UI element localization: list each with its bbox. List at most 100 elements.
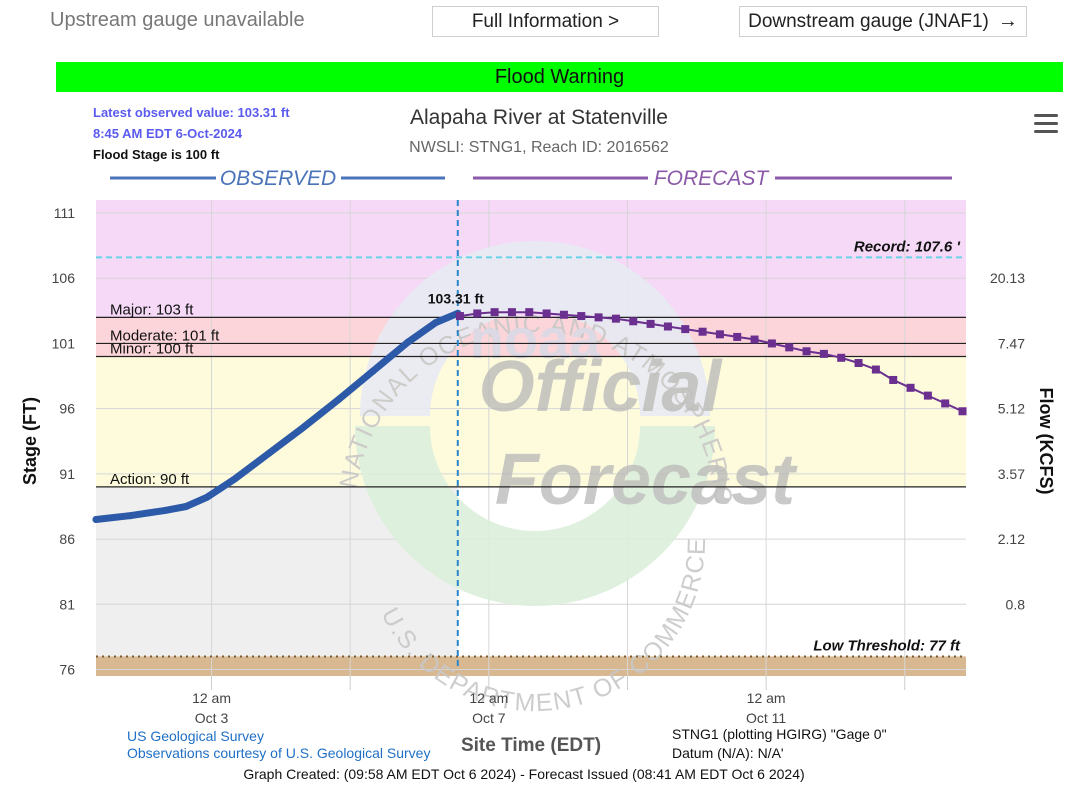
observed-point: [92, 516, 100, 524]
forecast-point: [681, 325, 690, 334]
hydrograph-chart: NATIONAL OCEANIC AND ATMOSPHERIC ADMINIS…: [0, 74, 1068, 793]
threshold-label-moderate: Moderate: 101 ft: [110, 327, 220, 344]
y2-axis-label: Flow (KCFS): [1036, 388, 1056, 495]
forecast-point: [837, 353, 846, 362]
latest-observed-value: Latest observed value: 103.31 ft: [93, 105, 290, 120]
threshold-label-minor: Minor: 100 ft: [110, 340, 194, 357]
forecast-point: [767, 339, 776, 348]
watermark-bottom-shape: [355, 426, 715, 606]
low-threshold-label: Low Threshold: 77 ft: [813, 637, 961, 654]
y2-tick-label: 7.47: [998, 335, 1025, 351]
y-tick-label: 76: [59, 661, 75, 677]
forecast-point: [577, 312, 586, 321]
y-tick-label: 86: [59, 531, 75, 547]
forecast-point: [819, 349, 828, 358]
forecast-point: [507, 308, 516, 317]
forecast-point: [698, 327, 707, 336]
record-label: Record: 107.6 ': [854, 238, 961, 255]
forecast-point: [802, 347, 811, 356]
observed-point: [182, 502, 190, 510]
forecast-point: [646, 319, 655, 328]
y2-tick-label: 2.12: [998, 531, 1025, 547]
downstream-gauge-button[interactable]: Downstream gauge (JNAF1) →: [739, 6, 1027, 37]
forecast-point: [594, 313, 603, 322]
forecast-point: [785, 343, 794, 352]
observed-point: [203, 493, 211, 501]
forecast-point: [542, 309, 551, 318]
threshold-label-major: Major: 103 ft: [110, 301, 194, 318]
flood-stage-note: Flood Stage is 100 ft: [93, 147, 220, 162]
chart-title: Alapaha River at Statenville: [410, 106, 668, 129]
latest-value-label: 103.31 ft: [428, 290, 484, 306]
y-axis-label: Stage (FT): [20, 397, 40, 485]
forecast-point: [733, 332, 742, 341]
y2-tick-label: 0.8: [1006, 596, 1026, 612]
usgs-observations-link[interactable]: Observations courtesy of U.S. Geological…: [127, 745, 430, 761]
observed-point: [161, 506, 169, 514]
observed-point: [300, 423, 308, 431]
forecast-point: [715, 330, 724, 339]
full-information-button[interactable]: Full Information >: [432, 6, 659, 37]
forecast-point: [455, 312, 464, 321]
forecast-point: [923, 391, 932, 400]
forecast-point: [663, 322, 672, 331]
forecast-point: [490, 308, 499, 317]
forecast-point: [611, 314, 620, 323]
x-tick-date: Oct 11: [746, 710, 786, 726]
x-tick-date: Oct 3: [195, 710, 229, 726]
observed-point: [369, 367, 377, 375]
moderate-flood-band: [96, 317, 966, 344]
forecast-point: [559, 310, 568, 319]
observed-point: [335, 396, 343, 404]
minor-flood-band: [96, 343, 966, 357]
forecast-point: [958, 407, 967, 416]
hamburger-menu-icon[interactable]: [1034, 114, 1058, 136]
forecast-point: [525, 308, 534, 317]
forecast-point: [854, 359, 863, 368]
observed-point: [432, 319, 440, 327]
x-tick-label: 12 am: [469, 690, 508, 706]
datum-note: Datum (N/A): N/A': [672, 745, 784, 761]
forecast-point: [629, 317, 638, 326]
observed-point: [404, 338, 412, 346]
forecast-point: [889, 375, 898, 384]
watermark-forecast: Forecast: [495, 440, 798, 520]
upstream-gauge-text: Upstream gauge unavailable: [50, 9, 305, 31]
y-tick-label: 81: [59, 596, 75, 612]
y-tick-label: 91: [59, 466, 75, 482]
latest-observed-time: 8:45 AM EDT 6-Oct-2024: [93, 126, 243, 141]
y-tick-label: 111: [54, 205, 75, 221]
y2-tick-label: 5.12: [998, 401, 1025, 417]
watermark-top-shape: [360, 241, 710, 416]
arrow-right-icon: →: [997, 10, 1018, 32]
forecast-point: [941, 399, 950, 408]
y-tick-label: 101: [52, 335, 76, 351]
x-tick-date: Oct 7: [472, 710, 506, 726]
forecast-label: FORECAST: [654, 167, 771, 190]
usgs-link[interactable]: US Geological Survey: [127, 728, 264, 744]
threshold-label-action: Action: 90 ft: [110, 471, 190, 488]
observed-point: [127, 512, 135, 520]
action-band: [96, 356, 966, 487]
gauge-nav-bar: Upstream gauge unavailable Full Informat…: [0, 0, 1068, 50]
observed-point: [265, 449, 273, 457]
graph-created-note: Graph Created: (09:58 AM EDT Oct 6 2024)…: [243, 766, 804, 782]
forecast-point: [473, 309, 482, 318]
flood-warning-banner: Flood Warning: [56, 62, 1063, 92]
watermark-official: Official: [479, 347, 724, 427]
y-tick-label: 106: [52, 270, 76, 286]
y2-tick-label: 3.57: [998, 466, 1025, 482]
x-axis-label: Site Time (EDT): [461, 735, 601, 756]
plotting-note: STNG1 (plotting HGIRG) "Gage 0": [672, 726, 887, 742]
downstream-gauge-label: Downstream gauge (JNAF1): [748, 10, 989, 32]
x-tick-label: 12 am: [747, 690, 786, 706]
observed-label: OBSERVED: [220, 167, 336, 190]
chart-subtitle: NWSLI: STNG1, Reach ID: 2016562: [409, 139, 669, 156]
forecast-point: [906, 383, 915, 392]
hydrograph-svg: NATIONAL OCEANIC AND ATMOSPHERIC ADMINIS…: [0, 74, 1056, 782]
observed-point: [231, 475, 239, 483]
forecast-point: [750, 335, 759, 344]
forecast-point: [871, 365, 880, 374]
x-tick-label: 12 am: [192, 690, 231, 706]
y2-tick-label: 20.13: [990, 270, 1025, 286]
